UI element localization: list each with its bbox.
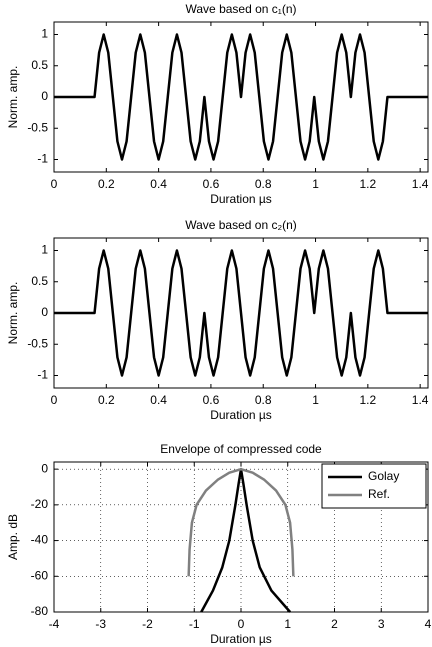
x-tick-label: 0.8: [255, 177, 272, 191]
x-tick-label: 0.8: [255, 393, 272, 407]
y-tick-label: 0: [41, 461, 48, 475]
x-tick-label: 0.6: [203, 177, 220, 191]
legend-label: Golay: [368, 469, 399, 483]
plot-frame: [53, 21, 429, 173]
x-tick-label: 1.2: [360, 393, 377, 407]
x-tick-label: 2: [331, 617, 338, 631]
x-tick-label: 0.2: [98, 393, 115, 407]
x-tick-label: 0: [51, 393, 58, 407]
y-tick-label: 1: [41, 27, 48, 41]
line: [187, 467, 295, 577]
x-axis-label: Duration µs: [210, 192, 272, 206]
y-tick-label: -1: [37, 368, 48, 382]
chart-title: Wave based on c₁(n): [186, 2, 297, 16]
x-tick-label: 0.4: [150, 393, 167, 407]
chart-title: Envelope of compressed code: [160, 442, 322, 456]
x-tick-label: 3: [378, 617, 385, 631]
x-tick-label: 0.2: [98, 177, 115, 191]
legend-label: Ref.: [368, 487, 390, 501]
y-tick-label: -0.5: [27, 336, 48, 350]
x-tick-label: 0: [51, 177, 58, 191]
y-tick-label: 0.5: [31, 58, 48, 72]
x-tick-label: 1: [284, 617, 291, 631]
x-tick-label: 4: [425, 617, 432, 631]
x-tick-label: -1: [189, 617, 200, 631]
plot-frame: [53, 237, 429, 389]
y-tick-label: -80: [31, 604, 49, 618]
y-axis-label: Amp. dB: [6, 514, 20, 560]
chart-title: Wave based on c₂(n): [185, 218, 297, 232]
x-axis-label: Duration µs: [210, 632, 272, 646]
x-tick-label: 1: [312, 393, 319, 407]
y-axis-label: Norm. amp.: [6, 66, 20, 129]
x-axis-label: Duration µs: [210, 408, 272, 422]
y-tick-label: 0.5: [31, 274, 48, 288]
x-tick-label: 0: [238, 617, 245, 631]
x-tick-label: -2: [142, 617, 153, 631]
x-tick-label: 0.4: [150, 177, 167, 191]
y-axis-label: Norm. amp.: [6, 282, 20, 345]
x-tick-label: 1.4: [412, 393, 429, 407]
x-tick-label: 0.6: [203, 393, 220, 407]
plot-frame: [53, 461, 429, 613]
line: [54, 249, 428, 377]
line: [54, 33, 428, 161]
legend-box: [321, 463, 427, 509]
x-tick-label: 1.2: [360, 177, 377, 191]
y-tick-label: -1: [37, 152, 48, 166]
y-tick-label: -0.5: [27, 120, 48, 134]
x-tick-label: 1.4: [412, 177, 429, 191]
x-tick-label: -3: [95, 617, 106, 631]
y-tick-label: -60: [31, 568, 49, 582]
y-tick-label: -20: [31, 497, 49, 511]
y-tick-label: 0: [41, 89, 48, 103]
x-tick-label: -4: [49, 617, 60, 631]
y-tick-label: 0: [41, 305, 48, 319]
y-tick-label: -40: [31, 533, 49, 547]
y-tick-label: 1: [41, 243, 48, 257]
x-tick-label: 1: [312, 177, 319, 191]
